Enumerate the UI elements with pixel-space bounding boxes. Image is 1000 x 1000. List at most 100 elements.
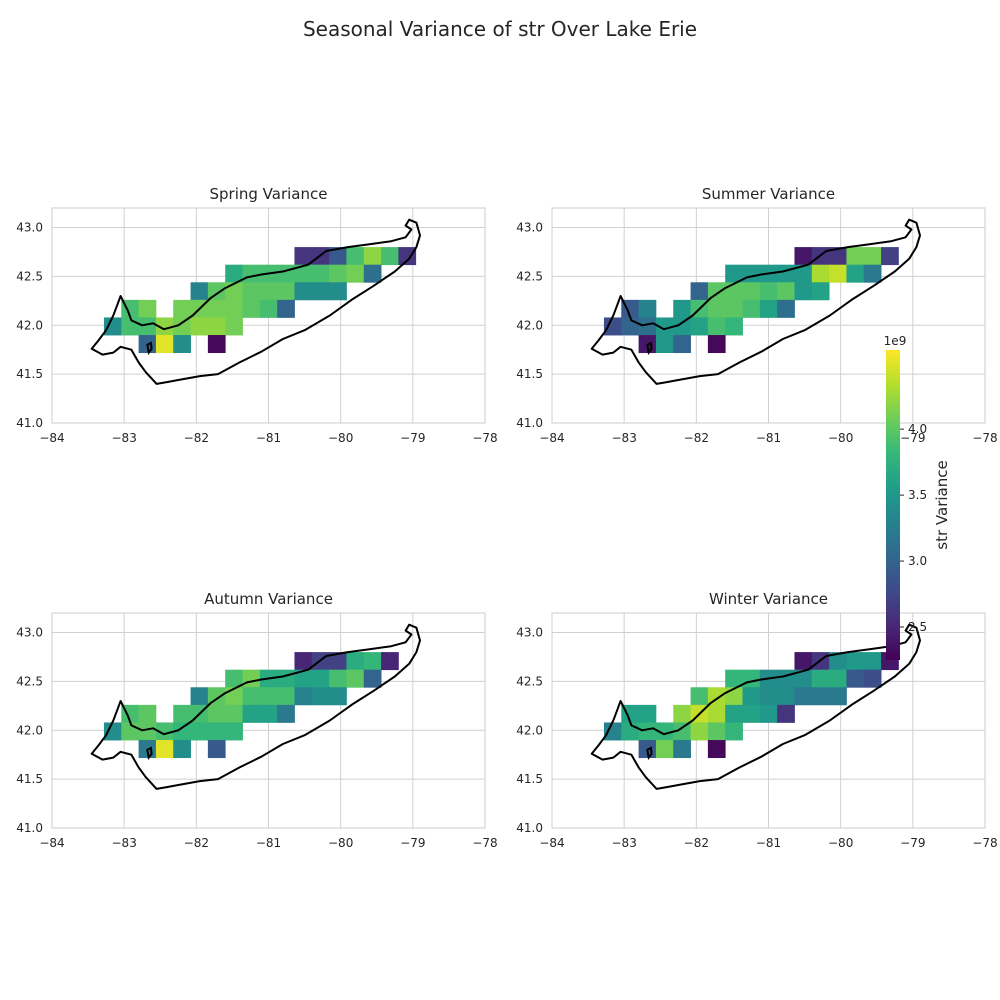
- heatmap-cell: [225, 704, 243, 723]
- heatmap-cell: [311, 669, 330, 688]
- heatmap-cell: [655, 335, 674, 354]
- heatmap-cell: [863, 264, 882, 283]
- heatmap-cell: [173, 740, 191, 759]
- x-tick-label: −84: [39, 431, 64, 445]
- heatmap-cell: [173, 704, 191, 723]
- x-tick-label: −84: [539, 431, 564, 445]
- heatmap-cell: [190, 282, 209, 301]
- heatmap-cell: [725, 704, 743, 723]
- heatmap-cell: [259, 704, 278, 723]
- island-outline: [146, 341, 153, 356]
- heatmap-cell: [259, 299, 278, 318]
- x-tick-label: −80: [828, 836, 853, 850]
- heatmap-cell: [655, 740, 674, 759]
- panel-title: Autumn Variance: [204, 590, 333, 608]
- heatmap-cell: [225, 687, 243, 706]
- heatmap-cell: [294, 247, 313, 266]
- x-tick-label: −82: [184, 836, 209, 850]
- heatmap-cell: [242, 704, 261, 723]
- heatmap-cell: [155, 740, 174, 759]
- x-tick-label: −82: [684, 836, 709, 850]
- heatmap-cell: [759, 704, 778, 723]
- heatmap-cell: [138, 722, 157, 741]
- colorbar-tick-label: 2.5: [908, 620, 927, 634]
- heatmap-cell: [673, 740, 691, 759]
- x-tick-label: −80: [828, 431, 853, 445]
- heatmap-cell: [242, 687, 261, 706]
- x-tick-label: −80: [328, 431, 353, 445]
- heatmap-cell: [673, 317, 691, 336]
- heatmap-cell: [725, 669, 743, 688]
- heatmap-cell: [742, 669, 761, 688]
- colorbar-label: str Variance: [933, 460, 951, 549]
- y-tick-label: 41.0: [516, 821, 543, 835]
- heatmap-cell: [725, 317, 743, 336]
- heatmap-cell: [207, 740, 226, 759]
- y-tick-label: 42.0: [16, 723, 43, 737]
- heatmap-cell: [363, 669, 382, 688]
- heatmap-cell: [690, 687, 709, 706]
- heatmap-cell: [225, 317, 243, 336]
- heatmap-cell: [138, 299, 157, 318]
- heatmap-cell: [863, 247, 882, 266]
- heatmap-cell: [346, 669, 365, 688]
- heatmap-cell: [603, 722, 622, 741]
- heatmap-cell: [621, 317, 639, 336]
- heatmap-cell: [329, 687, 347, 706]
- heatmap-cell: [759, 687, 778, 706]
- colorbar: 2.5 3.0 3.5 4.0 1e9 str Variance: [884, 334, 951, 660]
- island-outline: [146, 746, 153, 761]
- heatmap-cell: [638, 722, 657, 741]
- heatmap-cell: [742, 264, 761, 283]
- heatmap-cell: [777, 264, 795, 283]
- x-tick-label: −84: [539, 836, 564, 850]
- heatmap-cell: [294, 687, 313, 706]
- heatmap-cell: [311, 687, 330, 706]
- lake-outline: [90, 623, 421, 790]
- heatmap-cell: [811, 687, 830, 706]
- heatmap-cell: [225, 282, 243, 301]
- x-tick-label: −81: [756, 431, 781, 445]
- x-tick-label: −79: [900, 836, 925, 850]
- heatmap-cell: [725, 687, 743, 706]
- heatmap-cell: [846, 264, 865, 283]
- heatmap-cell: [742, 687, 761, 706]
- heatmap-cell: [225, 264, 243, 283]
- panel-title: Summer Variance: [702, 185, 835, 203]
- heatmap-cell: [259, 687, 278, 706]
- heatmap-cell: [811, 282, 830, 301]
- heatmap-cell: [329, 247, 347, 266]
- x-tick-label: −79: [400, 836, 425, 850]
- heatmap-cell: [207, 317, 226, 336]
- heatmap-cell: [690, 722, 709, 741]
- heatmap-cell: [707, 704, 726, 723]
- heatmap-cell: [829, 652, 847, 671]
- heatmap-cell: [811, 669, 830, 688]
- heatmap-cell: [794, 669, 813, 688]
- heatmap-cell: [398, 247, 417, 266]
- heatmap-cell: [277, 282, 295, 301]
- heatmap-cell: [207, 299, 226, 318]
- panel-4: −84 −83 −82 −81 −80 −79 −78 41.0 41.5 42.0 42.5 43.…: [516, 590, 997, 850]
- heatmap-cell: [173, 317, 191, 336]
- heatmap-cell: [242, 282, 261, 301]
- heatmap-cell: [329, 669, 347, 688]
- heatmap-cell: [363, 264, 382, 283]
- heatmap-cell: [725, 722, 743, 741]
- heatmap-cell: [363, 652, 382, 671]
- island-outline: [646, 341, 653, 356]
- y-tick-label: 41.5: [516, 772, 543, 786]
- heatmap-cell: [225, 722, 243, 741]
- heatmap-cell: [759, 282, 778, 301]
- heatmap-cell: [655, 317, 674, 336]
- heatmap-cell: [329, 282, 347, 301]
- y-tick-label: 43.0: [516, 221, 543, 235]
- heatmap-cell: [829, 687, 847, 706]
- heatmap-cell: [138, 317, 157, 336]
- heatmap-cell: [881, 247, 899, 266]
- x-tick-label: −81: [256, 431, 281, 445]
- colorbar-tick-label: 3.0: [908, 554, 927, 568]
- x-tick-label: −83: [612, 836, 637, 850]
- heatmap-cell: [294, 652, 313, 671]
- heatmap-cell: [294, 282, 313, 301]
